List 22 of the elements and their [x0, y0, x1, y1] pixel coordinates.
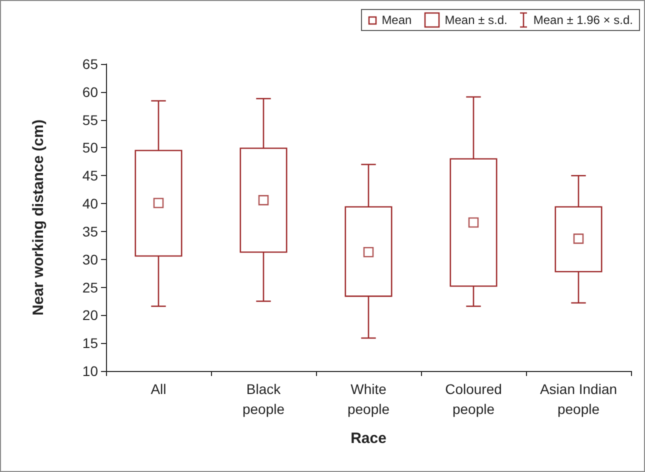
y-tick-label: 65	[82, 56, 98, 72]
y-tick-label: 45	[82, 168, 98, 184]
y-tick-label: 55	[82, 112, 98, 128]
x-tick-label: All	[150, 381, 166, 397]
y-tick-label: 35	[82, 223, 98, 240]
x-tick-label: Coloured people	[445, 381, 502, 417]
x-tick-label: Asian Indian people	[540, 381, 618, 417]
y-tick-label: 10	[82, 363, 98, 379]
text: Mean ± 1.96 × s.d.	[533, 13, 633, 27]
y-tick-label: 40	[82, 196, 98, 212]
y-tick-label: 15	[82, 335, 98, 352]
x-tick-label: Black people	[242, 381, 285, 417]
x-tick-label: White people	[347, 381, 390, 417]
y-tick-label: 30	[82, 251, 98, 268]
y-tick-label: 60	[82, 84, 98, 100]
x-axis-title: Race	[350, 430, 386, 447]
y-tick-label: 50	[82, 140, 98, 156]
text: Mean ± s.d.	[444, 13, 508, 27]
y-tick-label: 20	[82, 307, 98, 324]
text: Mean	[382, 13, 412, 27]
y-axis-title: Near working distance (cm)	[30, 120, 47, 316]
y-tick-label: 25	[82, 279, 98, 296]
